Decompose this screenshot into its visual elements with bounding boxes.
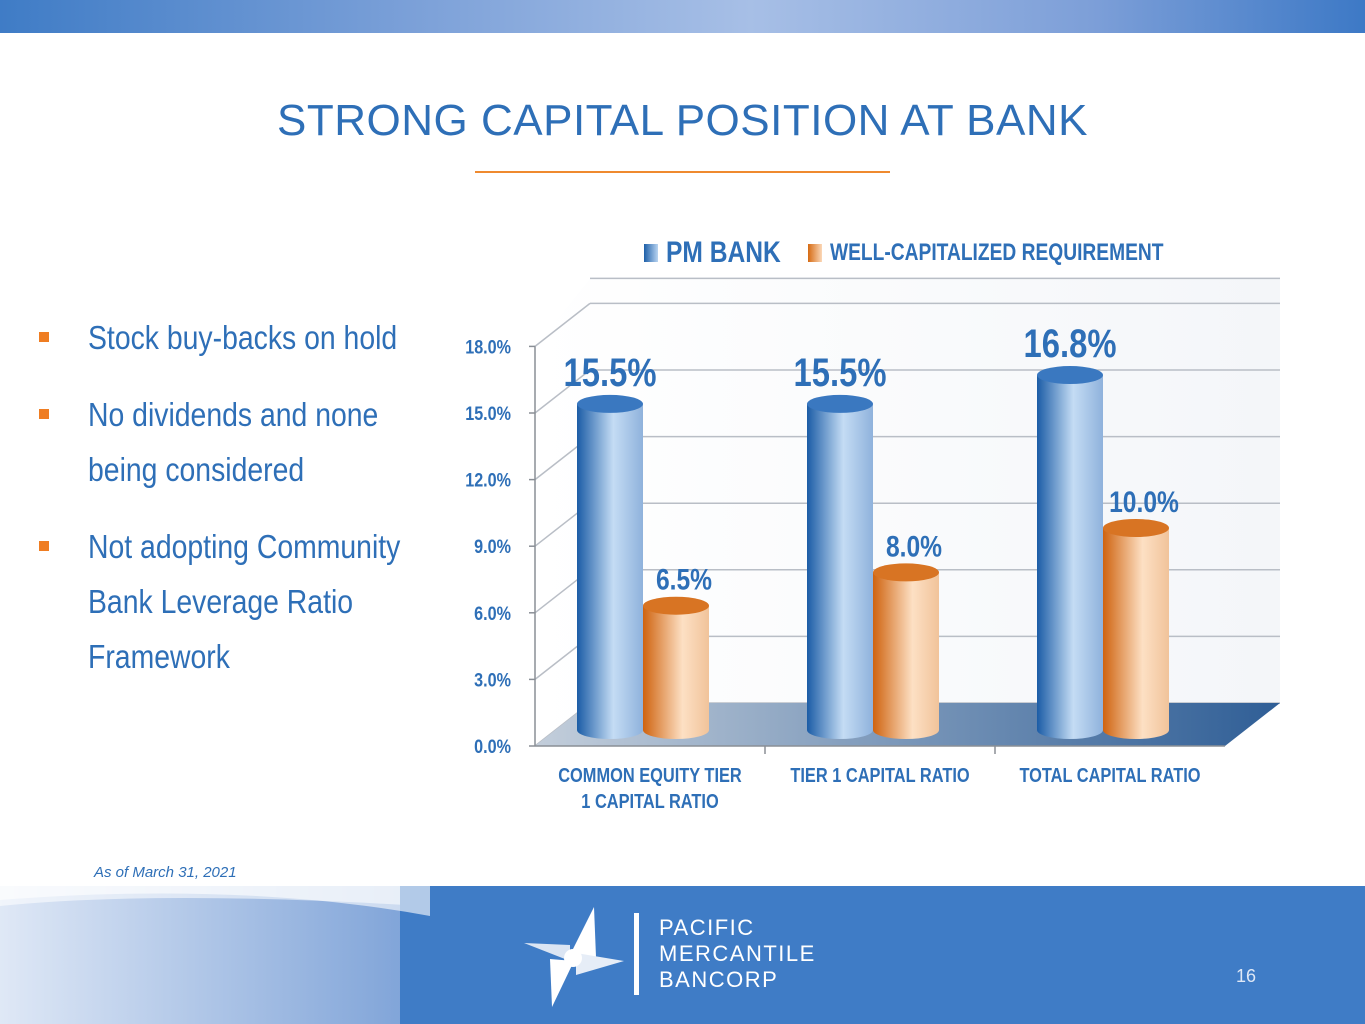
logo-mark-icon <box>524 907 624 1007</box>
brand-wordmark: PACIFIC MERCANTILE BANCORP <box>659 915 816 993</box>
y-tick-label: 15.0% <box>465 403 511 425</box>
gridline-diagonal <box>534 302 591 347</box>
bullet-item: Not adopting Community Bank Leverage Rat… <box>36 519 548 684</box>
bar-top-requirement <box>643 596 709 615</box>
bullet-square-icon <box>39 541 49 551</box>
page-number: 16 <box>1236 966 1257 986</box>
y-tick-label: 9.0% <box>474 536 511 558</box>
bar-pm-bank <box>807 403 873 739</box>
x-category-label: COMMON EQUITY TIER <box>558 763 742 786</box>
data-label-pm-bank: 16.8% <box>1024 321 1117 366</box>
data-label-requirement: 8.0% <box>886 529 942 563</box>
title-underline <box>475 171 890 173</box>
brand-line: BANCORP <box>659 967 779 992</box>
top-band <box>0 0 1365 33</box>
chart-text: 0.0% 3.0% 6.0% 9.0% 12.0% 15.0% 18.0% 15.5% 6.5%… <box>465 321 1200 812</box>
bar-requirement <box>1103 528 1169 739</box>
bullet-list: Stock buy-backs on hold No dividends and… <box>36 310 456 706</box>
capital-ratio-chart: 0.0% 3.0% 6.0% 9.0% 12.0% 15.0% 18.0% 15.5% 6.5%… <box>465 277 1280 812</box>
footer-wave <box>0 886 1365 1024</box>
gridline-diagonal <box>534 369 591 414</box>
bar-top-requirement <box>873 563 939 582</box>
bullet-square-icon <box>39 409 49 419</box>
bullet-text: Not adopting Community Bank Leverage Rat… <box>88 528 401 675</box>
data-label-pm-bank: 15.5% <box>564 350 657 395</box>
bar-top-pm-bank <box>577 394 643 413</box>
bullet-item: Stock buy-backs on hold <box>36 310 456 365</box>
logo-divider <box>634 913 639 995</box>
bar-top-pm-bank <box>1037 366 1103 385</box>
bullet-item: No dividends and none being considered <box>36 387 478 497</box>
chart-legend: PM BANK WELL-CAPITALIZED REQUIREMENT <box>644 236 1247 270</box>
data-label-requirement: 10.0% <box>1109 485 1179 519</box>
bullet-text: No dividends and none being considered <box>88 396 379 488</box>
footer-band <box>0 886 1365 1024</box>
y-tick-label: 6.0% <box>474 603 511 625</box>
legend-label-pm-bank: PM BANK <box>666 236 781 269</box>
bar-pm-bank <box>577 403 643 739</box>
data-label-requirement: 6.5% <box>656 562 712 596</box>
x-category-label: TOTAL CAPITAL RATIO <box>1019 763 1200 786</box>
legend-label-requirement: WELL-CAPITALIZED REQUIREMENT <box>830 239 1164 266</box>
as-of-note: As of March 31, 2021 <box>94 864 237 881</box>
y-tick-label: 12.0% <box>465 469 511 491</box>
bullet-square-icon <box>39 332 49 342</box>
y-tick-label: 0.0% <box>474 736 511 758</box>
bar-requirement <box>643 605 709 739</box>
bar-top-pm-bank <box>807 394 873 413</box>
bar-top-requirement <box>1103 519 1169 537</box>
bullet-text: Stock buy-backs on hold <box>88 319 398 356</box>
brand-line: MERCANTILE <box>659 941 816 966</box>
data-label-pm-bank: 15.5% <box>794 350 887 395</box>
slide-title: STRONG CAPITAL POSITION AT BANK <box>277 96 1088 145</box>
chart-bars <box>577 366 1169 739</box>
x-category-label: 1 CAPITAL RATIO <box>581 789 718 812</box>
legend-swatch-pm-bank <box>644 244 658 262</box>
y-tick-label: 18.0% <box>465 336 511 358</box>
brand-line: PACIFIC <box>659 915 755 940</box>
bar-requirement <box>873 572 939 739</box>
y-tick-label: 3.0% <box>474 669 511 691</box>
legend-swatch-requirement <box>808 244 822 262</box>
x-category-label: TIER 1 CAPITAL RATIO <box>790 763 969 786</box>
bar-pm-bank <box>1037 375 1103 739</box>
